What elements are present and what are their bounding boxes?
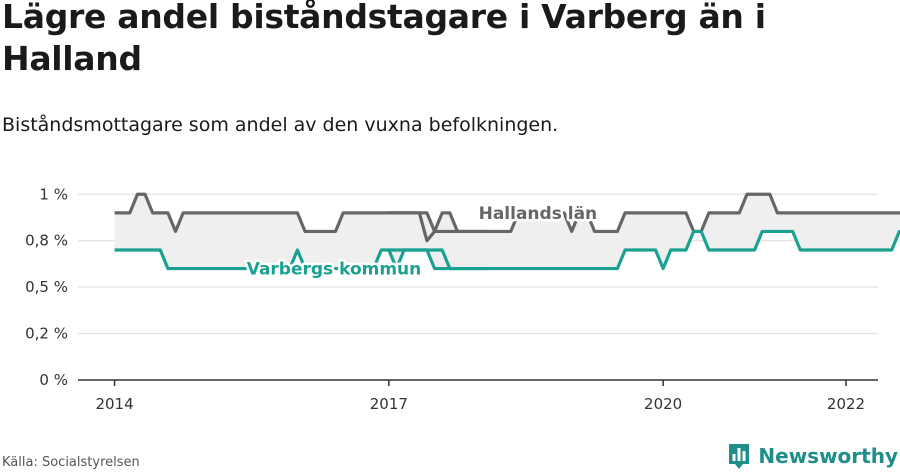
y-tick-label: 0,5 % <box>25 278 68 296</box>
halland-inline-label: Hallands län <box>479 204 598 224</box>
newsworthy-logo: Newsworthy <box>727 442 898 470</box>
brand-name: Newsworthy <box>758 444 898 468</box>
source-note: Källa: Socialstyrelsen <box>2 455 140 470</box>
y-tick-label: 0 % <box>39 371 68 389</box>
varberg-inline-label: Varbergs kommun <box>247 260 422 280</box>
y-tick-label: 1 % <box>39 185 68 203</box>
halland-series-line <box>114 192 488 234</box>
x-tick-label: 2017 <box>370 395 408 413</box>
x-tick-label: 2022 <box>827 395 865 413</box>
halland-series-line <box>388 192 900 243</box>
chart-title: Lägre andel biståndstagare i Varberg än … <box>2 0 766 78</box>
x-tick-label: 2020 <box>644 395 682 413</box>
line-chart: 0 %0,2 %0,5 %0,8 %1 %20142017202020220,9… <box>25 185 900 413</box>
newsworthy-logo-icon <box>729 444 750 469</box>
y-tick-label: 0,8 % <box>25 232 68 250</box>
y-tick-label: 0,2 % <box>25 325 68 343</box>
x-tick-label: 2014 <box>95 395 133 413</box>
range-band <box>388 194 900 269</box>
varberg-series-line <box>387 229 900 271</box>
chart-subtitle: Biståndsmottagare som andel av den vuxna… <box>2 114 559 136</box>
